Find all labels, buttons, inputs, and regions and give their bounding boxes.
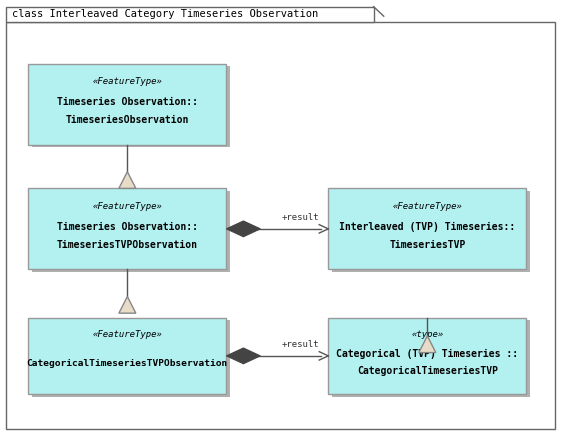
Text: «FeatureType»: «FeatureType»	[92, 77, 162, 86]
FancyBboxPatch shape	[28, 318, 226, 394]
Text: «type»: «type»	[411, 330, 443, 339]
Text: «FeatureType»: «FeatureType»	[92, 201, 162, 211]
FancyBboxPatch shape	[32, 191, 230, 272]
Text: +result: +result	[281, 213, 319, 223]
Text: +result: +result	[281, 340, 319, 350]
FancyBboxPatch shape	[332, 320, 530, 397]
Text: TimeseriesTVP: TimeseriesTVP	[389, 240, 465, 250]
FancyBboxPatch shape	[28, 188, 226, 269]
Text: «FeatureType»: «FeatureType»	[392, 201, 462, 211]
Text: Timeseries Observation::: Timeseries Observation::	[57, 97, 198, 107]
Text: «FeatureType»: «FeatureType»	[92, 330, 162, 339]
Text: Timeseries Observation::: Timeseries Observation::	[57, 222, 198, 232]
Text: CategoricalTimeseriesTVP: CategoricalTimeseriesTVP	[357, 366, 498, 376]
Text: Categorical (TVP) Timeseries ::: Categorical (TVP) Timeseries ::	[336, 350, 518, 359]
FancyBboxPatch shape	[328, 188, 526, 269]
Polygon shape	[119, 172, 136, 188]
Text: CategoricalTimeseriesTVPObservation: CategoricalTimeseriesTVPObservation	[27, 359, 228, 368]
Polygon shape	[226, 221, 260, 237]
FancyBboxPatch shape	[32, 66, 230, 147]
Text: TimeseriesObservation: TimeseriesObservation	[66, 115, 189, 125]
FancyBboxPatch shape	[28, 64, 226, 145]
FancyBboxPatch shape	[6, 7, 374, 22]
Polygon shape	[226, 348, 260, 364]
FancyBboxPatch shape	[328, 318, 526, 394]
Text: TimeseriesTVPObservation: TimeseriesTVPObservation	[57, 240, 198, 250]
Polygon shape	[119, 297, 136, 313]
FancyBboxPatch shape	[6, 22, 555, 429]
Text: class Interleaved Category Timeseries Observation: class Interleaved Category Timeseries Ob…	[12, 9, 319, 19]
Text: Interleaved (TVP) Timeseries::: Interleaved (TVP) Timeseries::	[339, 222, 516, 232]
FancyBboxPatch shape	[32, 320, 230, 397]
Polygon shape	[419, 336, 436, 353]
FancyBboxPatch shape	[332, 191, 530, 272]
